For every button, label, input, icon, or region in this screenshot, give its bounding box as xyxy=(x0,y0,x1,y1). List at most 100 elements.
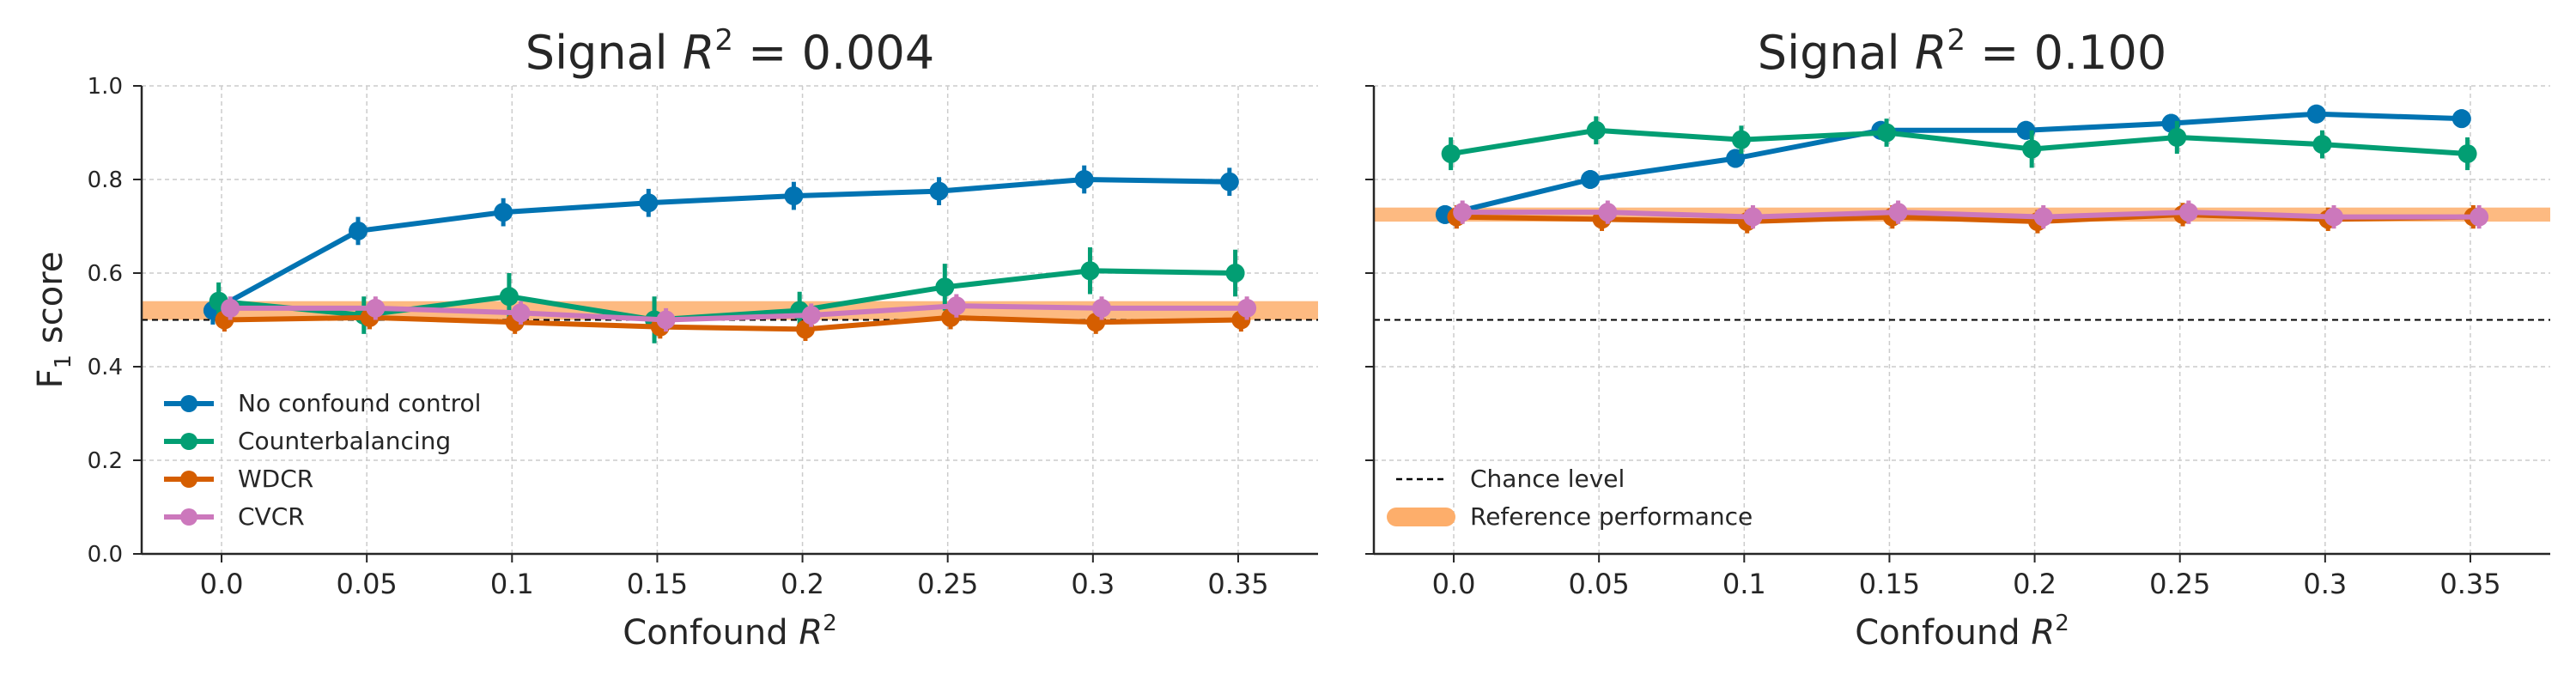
title-superscript: 2 xyxy=(1947,23,1965,58)
data-point xyxy=(2470,207,2489,227)
data-point xyxy=(1080,261,1100,281)
data-point xyxy=(639,193,659,213)
data-point xyxy=(946,296,966,316)
data-point xyxy=(1441,144,1461,164)
x-tick-label: 0.25 xyxy=(917,568,978,600)
series-cvcr xyxy=(221,294,1257,332)
title-text: Signal xyxy=(526,26,683,80)
data-point xyxy=(1091,298,1111,318)
legend-label: Reference performance xyxy=(1470,502,1753,531)
y-tick-label: 0.4 xyxy=(88,355,123,380)
legend-label: Chance level xyxy=(1470,465,1625,493)
legend-marker xyxy=(180,433,197,450)
x-tick-label: 0.35 xyxy=(1207,568,1268,600)
data-point xyxy=(2022,139,2042,159)
x-tick-label: 0.2 xyxy=(2013,568,2057,600)
x-tick-label: 0.3 xyxy=(1071,568,1115,600)
legend: No confound control Counterbalancing WDCR C… xyxy=(164,389,481,531)
data-point xyxy=(2306,104,2326,124)
x-tick-label: 0.0 xyxy=(200,568,244,600)
data-point xyxy=(494,203,513,222)
series-line xyxy=(211,177,1230,313)
y-tick-label: 0.8 xyxy=(88,167,123,193)
series-cvcr xyxy=(1453,200,2489,229)
legend-marker xyxy=(180,508,197,526)
data-point xyxy=(366,298,386,318)
data-point xyxy=(929,181,949,201)
x-axis-label-superscript: 2 xyxy=(823,611,837,636)
x-axis-label-superscript: 2 xyxy=(2055,611,2069,636)
y-tick-label: 0.2 xyxy=(88,448,123,474)
data-point xyxy=(221,298,240,318)
y-axis-label: F1 score xyxy=(31,252,76,389)
y-tick-label: 0.0 xyxy=(88,542,123,568)
title-math: R xyxy=(683,26,715,80)
data-point xyxy=(935,277,955,297)
x-tick-label: 0.1 xyxy=(1722,568,1766,600)
legend-label: CVCR xyxy=(238,502,305,531)
data-point xyxy=(1731,130,1751,149)
data-point xyxy=(511,303,531,323)
y-tick-label: 1.0 xyxy=(88,74,123,100)
legend-label: No confound control xyxy=(238,389,481,417)
series-line xyxy=(218,268,1236,323)
series-line xyxy=(1450,127,2468,157)
series-line xyxy=(224,314,1242,332)
title-text: Signal xyxy=(1758,26,1915,80)
x-tick-label: 0.15 xyxy=(627,568,688,600)
x-tick-label: 0.0 xyxy=(1432,568,1476,600)
series-group xyxy=(1435,104,2489,234)
data-point xyxy=(656,310,676,330)
x-axis-label-text: Confound xyxy=(1855,613,2031,653)
title-value: = 0.004 xyxy=(733,26,934,80)
data-point xyxy=(1743,207,1763,227)
title-math: R xyxy=(1915,26,1947,80)
data-point xyxy=(2178,203,2198,222)
data-point xyxy=(784,186,804,206)
x-axis-label-math: R xyxy=(2031,613,2055,653)
legend-label: WDCR xyxy=(238,465,313,493)
series-counterbalancing xyxy=(1441,116,2477,171)
panel-1: 0.0 0.2 0.4 0.6 0.8 1.0 0.0 0.05 0.1 0.15 0.2 0.25 0… xyxy=(31,23,1318,653)
legend: Chance level Reference performance xyxy=(1387,465,1753,531)
data-point xyxy=(1888,203,1908,222)
y-tick-label: 0.6 xyxy=(88,261,123,287)
data-point xyxy=(2324,207,2343,227)
y-axis-label-subscript: 1 xyxy=(51,355,76,369)
x-axis-label: Confound R2 xyxy=(1855,611,2069,653)
x-axis-label-math: R xyxy=(799,613,823,653)
x-tick-label: 0.05 xyxy=(337,568,398,600)
title-value: = 0.100 xyxy=(1965,26,2166,80)
data-point xyxy=(1598,203,1618,222)
series-group xyxy=(203,165,1257,344)
data-point xyxy=(2458,144,2477,164)
series-line xyxy=(230,303,1248,323)
panel-title: Signal R2 = 0.100 xyxy=(1758,23,2166,80)
y-axis-label-suffix: score xyxy=(31,252,70,355)
data-point xyxy=(1225,264,1245,283)
series-line xyxy=(1444,111,2462,217)
y-axis-label-text: F xyxy=(31,368,70,388)
x-axis-label: Confound R2 xyxy=(623,611,836,653)
x-tick-label: 0.3 xyxy=(2303,568,2347,600)
legend-marker xyxy=(180,395,197,412)
panel-title: Signal R2 = 0.004 xyxy=(526,23,934,80)
data-point xyxy=(1586,120,1606,140)
x-tick-label: 0.15 xyxy=(1859,568,1920,600)
title-superscript: 2 xyxy=(714,23,733,58)
x-axis-label-text: Confound xyxy=(623,613,799,653)
data-point xyxy=(1237,298,1257,318)
data-point xyxy=(801,306,821,325)
gridlines xyxy=(1374,85,2550,555)
data-point xyxy=(499,287,519,307)
data-point xyxy=(1074,170,1094,189)
legend-marker xyxy=(180,471,197,488)
x-tick-label: 0.1 xyxy=(490,568,534,600)
data-point xyxy=(1877,123,1897,143)
data-point xyxy=(349,221,368,240)
legend-label: Counterbalancing xyxy=(238,427,451,455)
data-point xyxy=(1581,170,1601,189)
